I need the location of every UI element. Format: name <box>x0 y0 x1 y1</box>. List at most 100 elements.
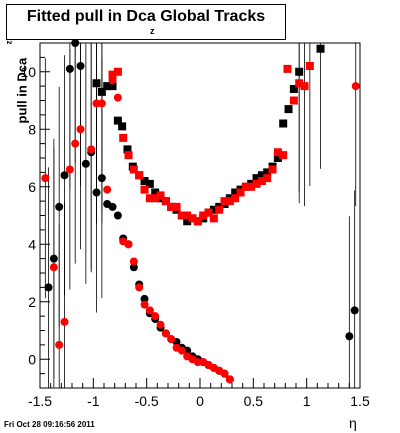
red-square-marker <box>199 211 208 220</box>
red-circle-marker <box>60 317 69 326</box>
red-square-marker <box>220 197 229 206</box>
black-square-marker <box>103 82 112 91</box>
black-circle-marker <box>92 188 101 197</box>
black-square-marker <box>257 171 266 180</box>
red-square-marker <box>140 185 149 194</box>
black-square-marker <box>108 82 117 91</box>
black-circle-marker <box>140 294 149 303</box>
black-square-marker <box>123 145 132 154</box>
black-square-marker <box>145 179 154 188</box>
black-square-marker <box>316 44 325 53</box>
red-circle-marker <box>87 145 96 154</box>
black-square-marker <box>231 188 240 197</box>
red-square-marker <box>252 179 261 188</box>
red-square-marker <box>129 165 138 174</box>
y-tick-label: 10 <box>20 64 36 80</box>
red-circle-marker <box>124 240 133 249</box>
red-square-marker <box>135 171 144 180</box>
red-circle-marker <box>135 283 144 292</box>
red-circle-marker <box>225 375 234 384</box>
red-circle-marker <box>41 174 50 183</box>
black-square-marker <box>295 67 304 76</box>
red-circle-marker <box>71 139 80 148</box>
black-square-marker <box>252 174 261 183</box>
red-circle-marker <box>55 340 64 349</box>
red-square-marker <box>167 202 176 211</box>
y-tick-label: 8 <box>28 121 36 137</box>
black-square-marker <box>140 177 149 185</box>
red-circle-marker <box>49 263 58 272</box>
red-square-marker <box>183 211 192 220</box>
red-square-marker <box>263 174 272 183</box>
red-square-marker <box>289 96 298 105</box>
red-square-marker <box>268 165 277 174</box>
black-square-marker <box>273 154 282 162</box>
red-square-marker <box>172 202 181 211</box>
black-circle-marker <box>113 211 122 220</box>
black-circle-marker <box>345 332 354 341</box>
red-square-marker <box>161 197 170 206</box>
y-tick-label: 0 <box>28 351 36 367</box>
black-circle-marker <box>76 62 85 70</box>
y-tick-label: 6 <box>28 179 36 195</box>
red-circle-marker <box>108 76 117 85</box>
red-circle-marker <box>103 185 112 194</box>
x-tick-label: 1.5 <box>350 393 370 409</box>
red-square-marker <box>124 151 133 160</box>
red-square-marker <box>283 64 292 73</box>
red-square-marker <box>231 194 240 203</box>
x-tick-label: -1 <box>87 393 100 409</box>
x-tick-label: 1 <box>303 393 311 409</box>
black-circle-marker <box>55 202 64 211</box>
red-circle-marker <box>76 125 85 134</box>
data-markers <box>41 39 360 384</box>
red-circle-marker <box>156 320 165 329</box>
red-square-marker <box>225 197 234 206</box>
red-square-marker <box>193 217 202 226</box>
black-circle-marker <box>44 283 53 292</box>
red-square-marker <box>108 70 117 79</box>
black-square-marker <box>113 116 122 125</box>
x-tick-label: 0.5 <box>244 393 264 409</box>
red-square-marker <box>247 182 256 191</box>
black-circle-marker <box>60 171 69 180</box>
red-circle-marker <box>151 312 160 321</box>
x-tick-label: -1.5 <box>28 393 52 409</box>
black-circle-marker <box>108 202 117 211</box>
red-square-marker <box>113 67 122 76</box>
red-circle-marker <box>113 93 122 102</box>
red-square-marker <box>209 214 218 223</box>
red-square-marker <box>188 214 197 223</box>
red-square-marker <box>204 208 213 217</box>
black-square-marker <box>151 188 160 197</box>
black-square-marker <box>289 85 298 93</box>
black-square-marker <box>118 122 127 131</box>
black-square-marker <box>97 87 106 96</box>
x-tick-label: -0.5 <box>135 393 159 409</box>
black-square-marker <box>263 168 272 177</box>
black-square-marker <box>209 205 218 214</box>
black-circle-marker <box>129 263 138 272</box>
red-square-marker <box>305 62 314 70</box>
red-circle-marker <box>65 165 74 174</box>
red-square-marker <box>295 79 304 88</box>
x-axis-label: η <box>349 415 357 431</box>
red-circle-marker <box>351 82 360 91</box>
timestamp: Fri Oct 28 09:16:56 2011 <box>4 420 95 429</box>
red-square-marker <box>145 194 154 203</box>
black-square-marker <box>279 119 288 128</box>
red-circle-marker <box>177 346 186 355</box>
y-axis-label-subscript: z <box>4 40 14 45</box>
y-tick-label: 4 <box>28 236 36 252</box>
black-square-marker <box>183 217 192 226</box>
title-box: Fitted pull in Dca Global Tracks z <box>6 4 286 40</box>
red-circle-marker <box>97 99 106 108</box>
black-circle-marker <box>71 39 80 47</box>
red-square-marker <box>273 148 282 157</box>
red-square-marker <box>156 191 165 200</box>
red-circle-marker <box>140 300 149 309</box>
red-circle-marker <box>129 257 138 266</box>
red-square-marker <box>215 205 224 214</box>
red-square-marker <box>151 194 160 203</box>
red-square-marker <box>119 133 128 142</box>
